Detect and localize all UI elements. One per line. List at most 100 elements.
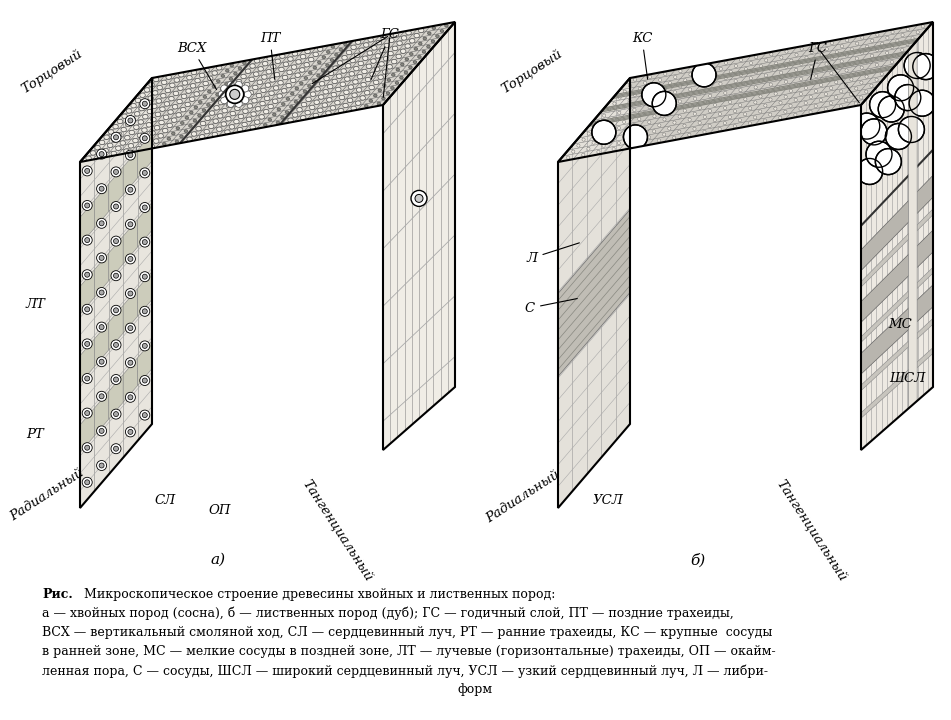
Circle shape <box>623 120 626 124</box>
Polygon shape <box>908 40 917 408</box>
Circle shape <box>127 360 133 365</box>
Circle shape <box>623 90 627 93</box>
Circle shape <box>97 426 107 436</box>
Circle shape <box>891 30 894 34</box>
Circle shape <box>748 122 751 125</box>
Circle shape <box>714 89 717 91</box>
Circle shape <box>825 48 828 50</box>
Circle shape <box>218 91 225 98</box>
Circle shape <box>815 45 819 48</box>
Circle shape <box>82 477 92 487</box>
Circle shape <box>841 45 844 48</box>
Ellipse shape <box>337 74 342 78</box>
Ellipse shape <box>167 110 173 114</box>
Circle shape <box>668 112 671 115</box>
Ellipse shape <box>387 78 391 81</box>
Ellipse shape <box>190 84 196 88</box>
Circle shape <box>799 92 803 96</box>
Ellipse shape <box>198 114 202 117</box>
Circle shape <box>740 58 743 62</box>
Ellipse shape <box>301 55 306 59</box>
Circle shape <box>881 42 883 45</box>
Circle shape <box>111 167 121 177</box>
Text: а): а) <box>210 553 225 567</box>
Circle shape <box>597 135 600 138</box>
Circle shape <box>878 96 904 122</box>
Circle shape <box>728 86 732 89</box>
Circle shape <box>684 94 687 97</box>
Ellipse shape <box>432 27 436 30</box>
Circle shape <box>733 109 737 113</box>
Ellipse shape <box>280 54 285 58</box>
Ellipse shape <box>226 103 232 108</box>
Ellipse shape <box>126 122 131 127</box>
Ellipse shape <box>422 50 426 53</box>
Circle shape <box>850 78 853 81</box>
Polygon shape <box>124 150 138 194</box>
Ellipse shape <box>342 103 348 108</box>
Text: Радиальный: Радиальный <box>8 467 87 523</box>
Ellipse shape <box>107 143 113 148</box>
Circle shape <box>567 156 570 159</box>
Ellipse shape <box>216 93 219 96</box>
Circle shape <box>708 125 711 127</box>
Ellipse shape <box>113 125 118 129</box>
Ellipse shape <box>356 101 361 105</box>
Ellipse shape <box>343 90 349 94</box>
Circle shape <box>779 101 782 104</box>
Ellipse shape <box>361 69 367 73</box>
Circle shape <box>668 127 671 130</box>
Ellipse shape <box>183 81 187 85</box>
Ellipse shape <box>146 136 151 140</box>
Ellipse shape <box>125 135 130 140</box>
Ellipse shape <box>445 24 448 27</box>
Ellipse shape <box>410 53 413 55</box>
Circle shape <box>845 39 848 42</box>
Circle shape <box>698 121 701 125</box>
Circle shape <box>922 24 924 28</box>
Circle shape <box>880 72 883 76</box>
Text: РТ: РТ <box>26 428 44 441</box>
Ellipse shape <box>262 75 267 79</box>
Ellipse shape <box>364 104 368 107</box>
Text: Микроскопическое строение древесины хвойных и лиственных пород:: Микроскопическое строение древесины хвой… <box>84 588 555 601</box>
Circle shape <box>643 127 646 130</box>
Ellipse shape <box>343 43 347 46</box>
Ellipse shape <box>335 101 340 105</box>
Circle shape <box>82 235 92 245</box>
Ellipse shape <box>320 81 325 86</box>
Circle shape <box>97 287 107 297</box>
Circle shape <box>678 130 681 133</box>
Circle shape <box>784 95 787 99</box>
Circle shape <box>113 377 119 382</box>
Ellipse shape <box>306 97 311 102</box>
Ellipse shape <box>275 59 281 63</box>
Ellipse shape <box>355 53 359 58</box>
Ellipse shape <box>336 87 341 91</box>
Text: ГС: ГС <box>371 29 399 79</box>
Text: Торцовый: Торцовый <box>499 48 565 96</box>
Ellipse shape <box>257 80 262 84</box>
Ellipse shape <box>440 30 444 32</box>
Circle shape <box>860 96 863 99</box>
Ellipse shape <box>172 104 178 109</box>
Polygon shape <box>94 392 108 436</box>
Ellipse shape <box>121 127 126 132</box>
Circle shape <box>111 132 121 143</box>
Circle shape <box>227 100 234 107</box>
Circle shape <box>760 65 763 68</box>
Ellipse shape <box>279 67 284 71</box>
Circle shape <box>739 104 742 107</box>
Circle shape <box>882 155 902 175</box>
Circle shape <box>799 107 802 110</box>
Ellipse shape <box>405 58 409 60</box>
Polygon shape <box>138 202 152 247</box>
Ellipse shape <box>295 73 301 77</box>
Ellipse shape <box>378 102 380 105</box>
Circle shape <box>111 236 121 246</box>
Ellipse shape <box>161 94 166 98</box>
Circle shape <box>242 85 249 92</box>
Circle shape <box>143 171 147 176</box>
Ellipse shape <box>204 116 210 120</box>
Ellipse shape <box>254 58 260 63</box>
